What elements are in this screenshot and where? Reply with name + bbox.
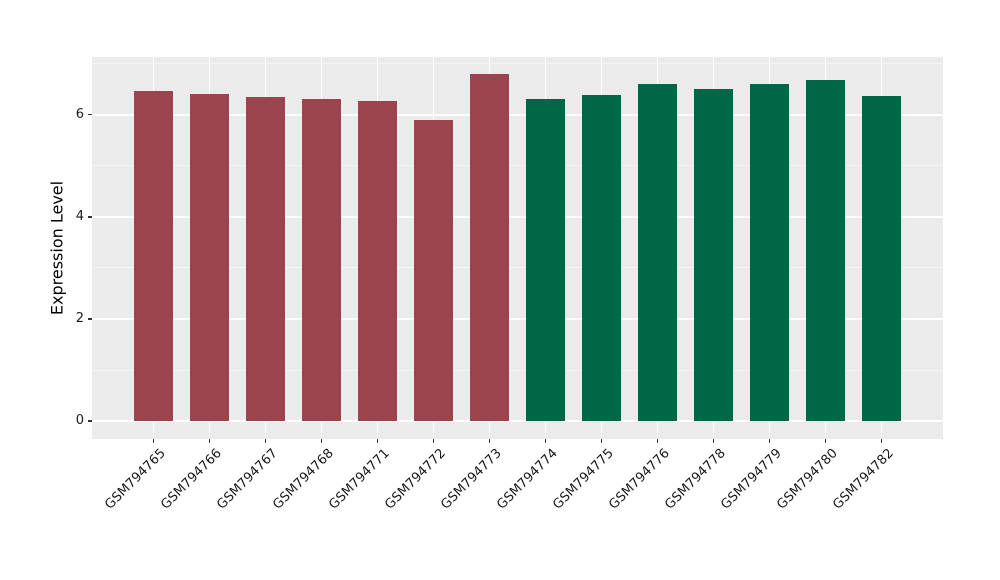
bar <box>806 80 845 422</box>
y-tick-mark <box>88 113 92 116</box>
bar <box>470 74 509 422</box>
x-tick-mark <box>264 439 267 443</box>
gridline-major-horizontal <box>92 215 943 218</box>
bar <box>358 100 397 422</box>
x-tick-mark <box>600 439 603 443</box>
bar <box>862 96 901 422</box>
y-tick-label: 6 <box>75 106 84 122</box>
y-tick-label: 2 <box>75 310 84 326</box>
gridline-major-horizontal <box>92 113 943 116</box>
bar <box>526 98 565 422</box>
x-tick-mark <box>320 439 323 443</box>
x-tick-mark <box>544 439 547 443</box>
bar <box>582 95 621 422</box>
gridline-minor-horizontal <box>92 165 943 167</box>
x-tick-mark <box>768 439 771 443</box>
y-tick-label: 4 <box>75 208 84 224</box>
bar <box>414 119 453 422</box>
bar <box>302 99 341 422</box>
x-tick-mark <box>488 439 491 443</box>
gridline-major-horizontal <box>92 317 943 320</box>
x-tick-mark <box>824 439 827 443</box>
bar <box>134 90 173 422</box>
bar <box>246 96 285 422</box>
gridline-minor-horizontal <box>92 369 943 371</box>
gridline-minor-horizontal <box>92 63 943 65</box>
y-tick-mark <box>88 216 92 218</box>
y-tick-label: 0 <box>75 413 84 429</box>
x-tick-mark <box>432 439 435 443</box>
y-axis-title: Expression Level <box>47 180 67 316</box>
x-tick-mark <box>712 439 715 443</box>
x-tick-mark <box>152 439 155 443</box>
bar <box>750 83 789 422</box>
plot-panel <box>92 57 943 439</box>
y-tick-mark <box>88 318 92 320</box>
bar <box>190 94 229 422</box>
x-tick-mark <box>376 439 379 443</box>
bar <box>638 84 677 422</box>
x-tick-mark <box>880 439 883 443</box>
gridline-minor-horizontal <box>92 267 943 269</box>
gridline-major-horizontal <box>92 420 943 423</box>
bar <box>694 88 733 422</box>
y-tick-mark <box>88 420 92 422</box>
x-tick-mark <box>208 439 211 443</box>
x-tick-mark <box>656 439 659 443</box>
